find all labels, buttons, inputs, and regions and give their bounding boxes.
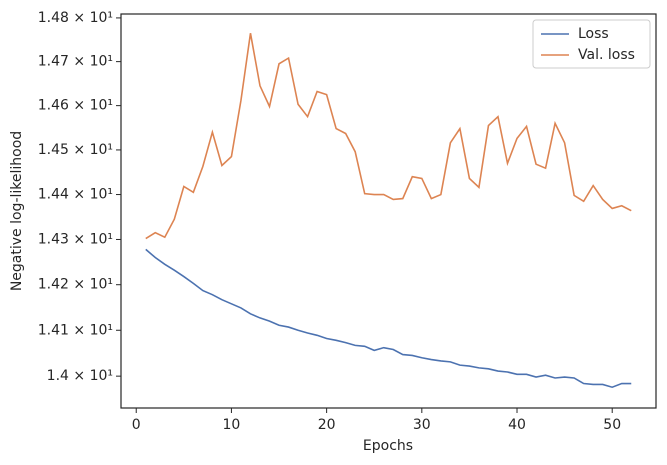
x-tick-label: 40 xyxy=(508,417,526,433)
x-tick-label: 50 xyxy=(603,417,621,433)
y-tick-label: 1.43 × 10¹ xyxy=(38,231,113,247)
legend-label: Val. loss xyxy=(578,47,635,63)
y-tick-label: 1.48 × 10¹ xyxy=(38,10,113,26)
y-tick-label: 1.4 × 10¹ xyxy=(47,368,113,384)
y-tick-label: 1.47 × 10¹ xyxy=(38,54,113,70)
y-tick-label: 1.42 × 10¹ xyxy=(38,277,113,293)
legend-label: Loss xyxy=(578,26,609,42)
plot-frame xyxy=(120,13,657,409)
x-tick-label: 10 xyxy=(223,417,241,433)
y-tick-label: 1.46 × 10¹ xyxy=(38,98,113,114)
y-tick-label: 1.44 × 10¹ xyxy=(38,187,113,203)
x-tick-label: 30 xyxy=(413,417,431,433)
x-axis-label: Epochs xyxy=(363,438,413,454)
series-line xyxy=(145,248,632,389)
y-axis-label: Negative log-likelihood xyxy=(9,131,25,291)
legend-box xyxy=(532,19,651,69)
x-tick-label: 0 xyxy=(132,417,141,433)
series-line xyxy=(145,33,632,240)
x-tick-label: 20 xyxy=(318,417,336,433)
y-tick-label: 1.41 × 10¹ xyxy=(38,322,113,338)
y-tick-label: 1.45 × 10¹ xyxy=(38,142,113,158)
